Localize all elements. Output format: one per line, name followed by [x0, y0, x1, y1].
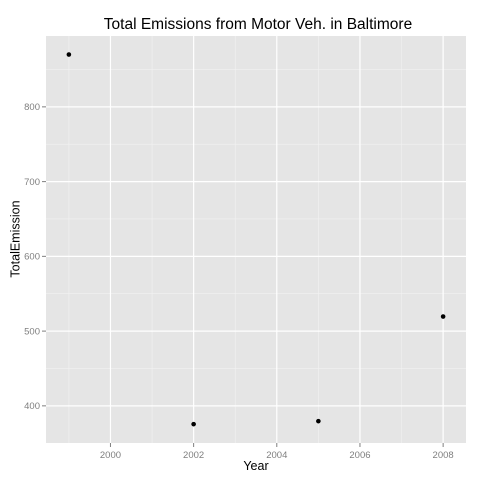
x-axis-title: Year	[243, 459, 268, 473]
data-point	[440, 314, 446, 319]
chart-title: Total Emissions from Motor Veh. in Balti…	[104, 16, 412, 33]
y-tick-label: 700	[24, 177, 40, 188]
data-points	[66, 52, 446, 427]
x-tick-label: 2000	[100, 450, 121, 461]
axis-ticks	[42, 106, 444, 447]
data-point	[66, 52, 72, 57]
x-tick-label: 2002	[183, 450, 204, 461]
y-tick-label: 500	[24, 326, 40, 337]
data-point	[316, 418, 321, 424]
data-point	[191, 421, 196, 427]
y-tick-label: 800	[24, 102, 40, 113]
x-tick-label: 2006	[349, 450, 370, 461]
grid-minor-lines	[46, 36, 466, 443]
tick-labels: 2000 2002 2004 2006 2008 400 500 600 700 800	[24, 102, 454, 461]
y-tick-label: 400	[24, 401, 40, 412]
grid-major-lines	[46, 36, 466, 443]
y-tick-label: 600	[24, 252, 40, 263]
plot-panel	[46, 36, 466, 443]
y-axis-title: TotalEmission	[9, 200, 23, 277]
x-tick-label: 2004	[266, 450, 287, 461]
x-tick-label: 2008	[433, 450, 454, 461]
